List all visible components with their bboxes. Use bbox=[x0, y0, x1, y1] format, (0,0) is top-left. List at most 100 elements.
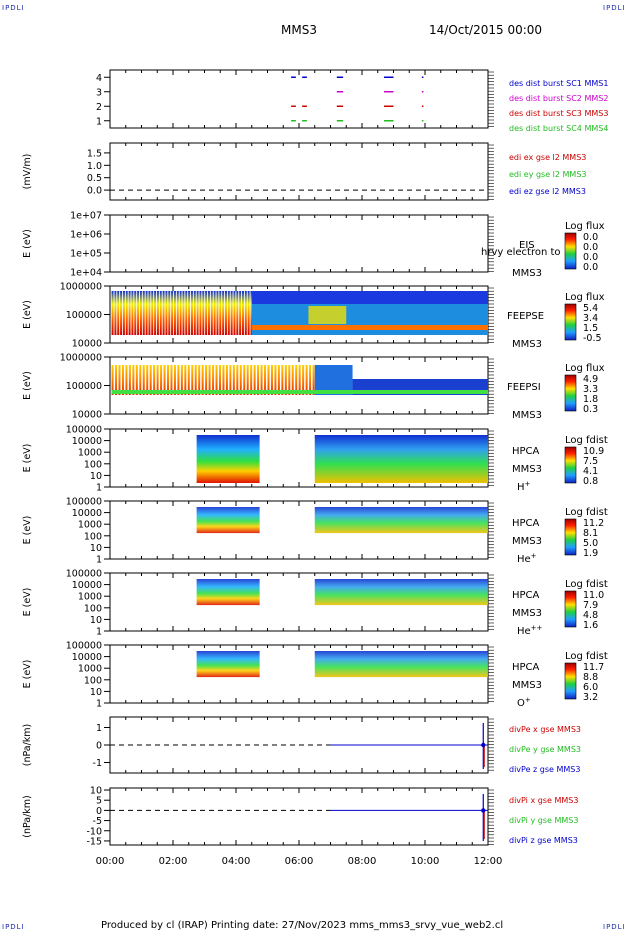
hpca-he-colorbar-title: Log fdist bbox=[565, 507, 608, 518]
hpca-he-ytick-label: 100000 bbox=[66, 497, 102, 508]
eis-colorbar bbox=[564, 232, 577, 270]
hpca-he-species-charge: + bbox=[531, 552, 537, 560]
feepsi-colorbar-value: 3.3 bbox=[583, 384, 598, 395]
time-tick-label: 04:00 bbox=[222, 856, 251, 867]
time-tick-label: 02:00 bbox=[159, 856, 188, 867]
divpi-ytick-label: 10 bbox=[90, 786, 102, 797]
hpca-he-spectrogram bbox=[196, 507, 488, 534]
hpca-h-ylabel: E (eV) bbox=[22, 444, 33, 473]
time-tick-label: 06:00 bbox=[285, 856, 314, 867]
hpca-o-time-ticks bbox=[109, 645, 489, 703]
eis-colorbar-value: 0.0 bbox=[583, 232, 598, 243]
hpca-o-ytick-label: 1 bbox=[96, 699, 102, 710]
eis-right-label-1: EIS bbox=[519, 240, 535, 251]
hpca-o-colorbar bbox=[564, 662, 577, 700]
footer-text: Produced by cl (IRAP) Printing date: 27/… bbox=[101, 920, 504, 931]
hpca-h-colorbar-title: Log fdist bbox=[565, 435, 608, 446]
burst-legend-4: des dist burst SC4 MMS4 bbox=[509, 124, 608, 133]
feepsi-ytick-label: 100000 bbox=[66, 381, 102, 392]
divpi-ytick-label: 5 bbox=[96, 796, 102, 807]
edi-legend-2: edi ey gse l2 MMS3 bbox=[509, 170, 587, 179]
time-tick-label: 12:00 bbox=[474, 856, 503, 867]
edi-ytick-label: 0.5 bbox=[87, 173, 102, 184]
feepsi-colorbar-title: Log flux bbox=[565, 363, 605, 374]
hpca-he-colorbar-value: 1.9 bbox=[583, 548, 598, 559]
divpe-time-ticks bbox=[109, 717, 489, 773]
divpi-frame bbox=[109, 787, 489, 846]
hpca-he-ytick-label: 10 bbox=[90, 543, 102, 554]
eis-colorbar-value: 0.0 bbox=[583, 252, 598, 263]
hpca-he-right-label-1: HPCA bbox=[512, 518, 540, 529]
eis-colorbar-value: 0.0 bbox=[583, 262, 598, 273]
edi-time-ticks bbox=[109, 143, 489, 200]
eis-ytick-label: 1e+04 bbox=[70, 268, 102, 279]
divpe-ytick-label: 0 bbox=[96, 741, 102, 752]
hpca-h-right-label-2: MMS3 bbox=[512, 464, 542, 475]
burst-ytick-label: 1 bbox=[96, 116, 102, 127]
hpca-h-right-tick-comb bbox=[488, 430, 494, 486]
hpca-h-ytick-label: 1000 bbox=[78, 448, 102, 459]
hpca-o-spectrogram bbox=[196, 651, 488, 678]
eis-overlay-text: hrvy electron to bbox=[481, 247, 561, 258]
hpca-o-ytick-label: 1000 bbox=[78, 664, 102, 675]
hpca-he-right-tick-comb bbox=[488, 502, 494, 558]
hpca-o-species-charge: + bbox=[525, 696, 531, 704]
hpca-he-colorbar-value: 5.0 bbox=[583, 538, 598, 549]
hpca-h-colorbar-value: 4.1 bbox=[583, 466, 598, 477]
feepse-ytick-label: 100000 bbox=[66, 310, 102, 321]
edi-ytick-label: 0.0 bbox=[87, 186, 102, 197]
hpca-h-time-ticks bbox=[109, 429, 489, 487]
edi-right-tick-comb bbox=[488, 144, 494, 200]
hpca-he-time-ticks bbox=[109, 501, 489, 559]
divpi-legend-1: divPi x gse MMS3 bbox=[509, 796, 578, 805]
hpca-hepp-ytick-label: 10 bbox=[90, 615, 102, 626]
eis-ylabel: E (eV) bbox=[22, 229, 33, 258]
feepse-right-label-1: FEEPSE bbox=[507, 311, 544, 322]
feepsi-time-ticks bbox=[109, 357, 489, 414]
divpe-ytick-label: 1 bbox=[96, 723, 102, 734]
divpi-time-ticks bbox=[109, 788, 489, 845]
hpca-o-right-label-2: MMS3 bbox=[512, 680, 542, 691]
divpi-ytick-label: -15 bbox=[86, 836, 102, 847]
hpca-he-ytick-label: 1000 bbox=[78, 520, 102, 531]
hpca-hepp-ytick-label: 100 bbox=[84, 603, 102, 614]
hpca-he-colorbar bbox=[564, 518, 577, 556]
hpca-o-right-label-1: HPCA bbox=[512, 662, 540, 673]
hpca-o-ylabel: E (eV) bbox=[22, 660, 33, 689]
feepsi-right-tick-comb bbox=[488, 358, 494, 414]
hpca-hepp-colorbar-title: Log fdist bbox=[565, 579, 608, 590]
corner-label-top-left: IPDLI bbox=[2, 4, 25, 12]
hpca-h-right-label-1: HPCA bbox=[512, 446, 540, 457]
feepse-colorbar bbox=[564, 303, 577, 341]
burst-legend-3: des dist burst SC3 MMS3 bbox=[509, 109, 608, 118]
feepse-colorbar-title: Log flux bbox=[565, 292, 605, 303]
hpca-hepp-ytick-label: 100000 bbox=[66, 569, 102, 580]
hpca-h-spectrogram bbox=[196, 435, 488, 483]
hpca-hepp-time-ticks bbox=[109, 573, 489, 631]
feepsi-ytick-label: 1000000 bbox=[60, 353, 102, 364]
date-title: 14/Oct/2015 00:00 bbox=[429, 23, 543, 37]
hpca-hepp-species-charge: ++ bbox=[531, 624, 543, 632]
hpca-o-colorbar-value: 3.2 bbox=[583, 692, 598, 703]
hpca-he-right-label-2: MMS3 bbox=[512, 536, 542, 547]
hpca-hepp-colorbar-value: 11.0 bbox=[583, 590, 604, 601]
feepsi-colorbar-value: 4.9 bbox=[583, 374, 598, 385]
hpca-h-ytick-label: 1 bbox=[96, 483, 102, 494]
hpca-h-colorbar-value: 10.9 bbox=[583, 446, 604, 457]
eis-ytick-label: 1e+06 bbox=[70, 230, 102, 241]
feepsi-colorbar bbox=[564, 374, 577, 412]
hpca-hepp-right-label-2: MMS3 bbox=[512, 608, 542, 619]
eis-right-label-2: MMS3 bbox=[512, 268, 542, 279]
hpca-hepp-species-label: He++ bbox=[517, 624, 543, 637]
burst-ytick-label: 3 bbox=[96, 87, 102, 98]
feepsi-right-label-1: FEEPSI bbox=[507, 382, 541, 393]
divpi-ytick-label: -5 bbox=[93, 816, 102, 827]
feepse-ytick-label: 1000000 bbox=[60, 282, 102, 293]
hpca-hepp-ylabel: E (eV) bbox=[22, 588, 33, 617]
divpe-right-tick-comb bbox=[488, 718, 494, 771]
edi-ytick-label: 1.5 bbox=[87, 148, 102, 159]
hpca-o-colorbar-value: 11.7 bbox=[583, 662, 604, 673]
feepse-time-ticks bbox=[109, 286, 489, 343]
divpe-ytick-label: -1 bbox=[93, 758, 102, 769]
